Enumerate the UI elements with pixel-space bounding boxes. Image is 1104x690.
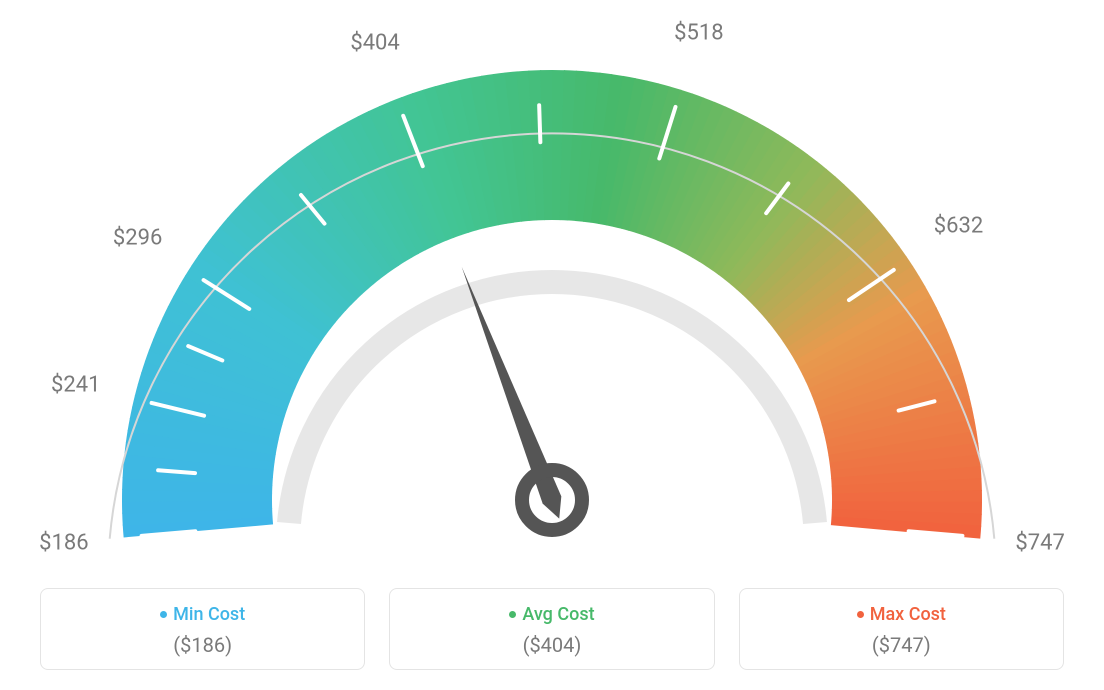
gauge-tick-label: $518 [674,20,723,45]
legend-card-avg: Avg Cost ($404) [389,588,714,670]
gauge-svg [0,0,1104,560]
legend-title-text: Avg Cost [522,604,594,625]
legend-title-avg: Avg Cost [509,604,594,625]
gauge-tick-label: $296 [113,226,162,251]
cost-gauge: $186 $241 $296 $404 $518 $632 $747 [0,0,1104,560]
gauge-tick-label: $186 [39,530,88,555]
gauge-tick-label: $241 [51,372,100,397]
gauge-tick-label: $404 [350,31,399,56]
gauge-tick-label: $632 [934,214,983,239]
legend-title-text: Min Cost [173,604,245,625]
legend-card-max: Max Cost ($747) [739,588,1064,670]
legend-title-text: Max Cost [870,604,946,625]
dot-icon [509,611,516,618]
legend-row: Min Cost ($186) Avg Cost ($404) Max Cost… [0,588,1104,670]
gauge-tick-label: $747 [1015,530,1064,555]
legend-title-min: Min Cost [160,604,245,625]
dot-icon [160,611,167,618]
legend-value-avg: ($404) [400,633,703,657]
legend-card-min: Min Cost ($186) [40,588,365,670]
legend-value-max: ($747) [750,633,1053,657]
dot-icon [857,611,864,618]
legend-value-min: ($186) [51,633,354,657]
legend-title-max: Max Cost [857,604,946,625]
